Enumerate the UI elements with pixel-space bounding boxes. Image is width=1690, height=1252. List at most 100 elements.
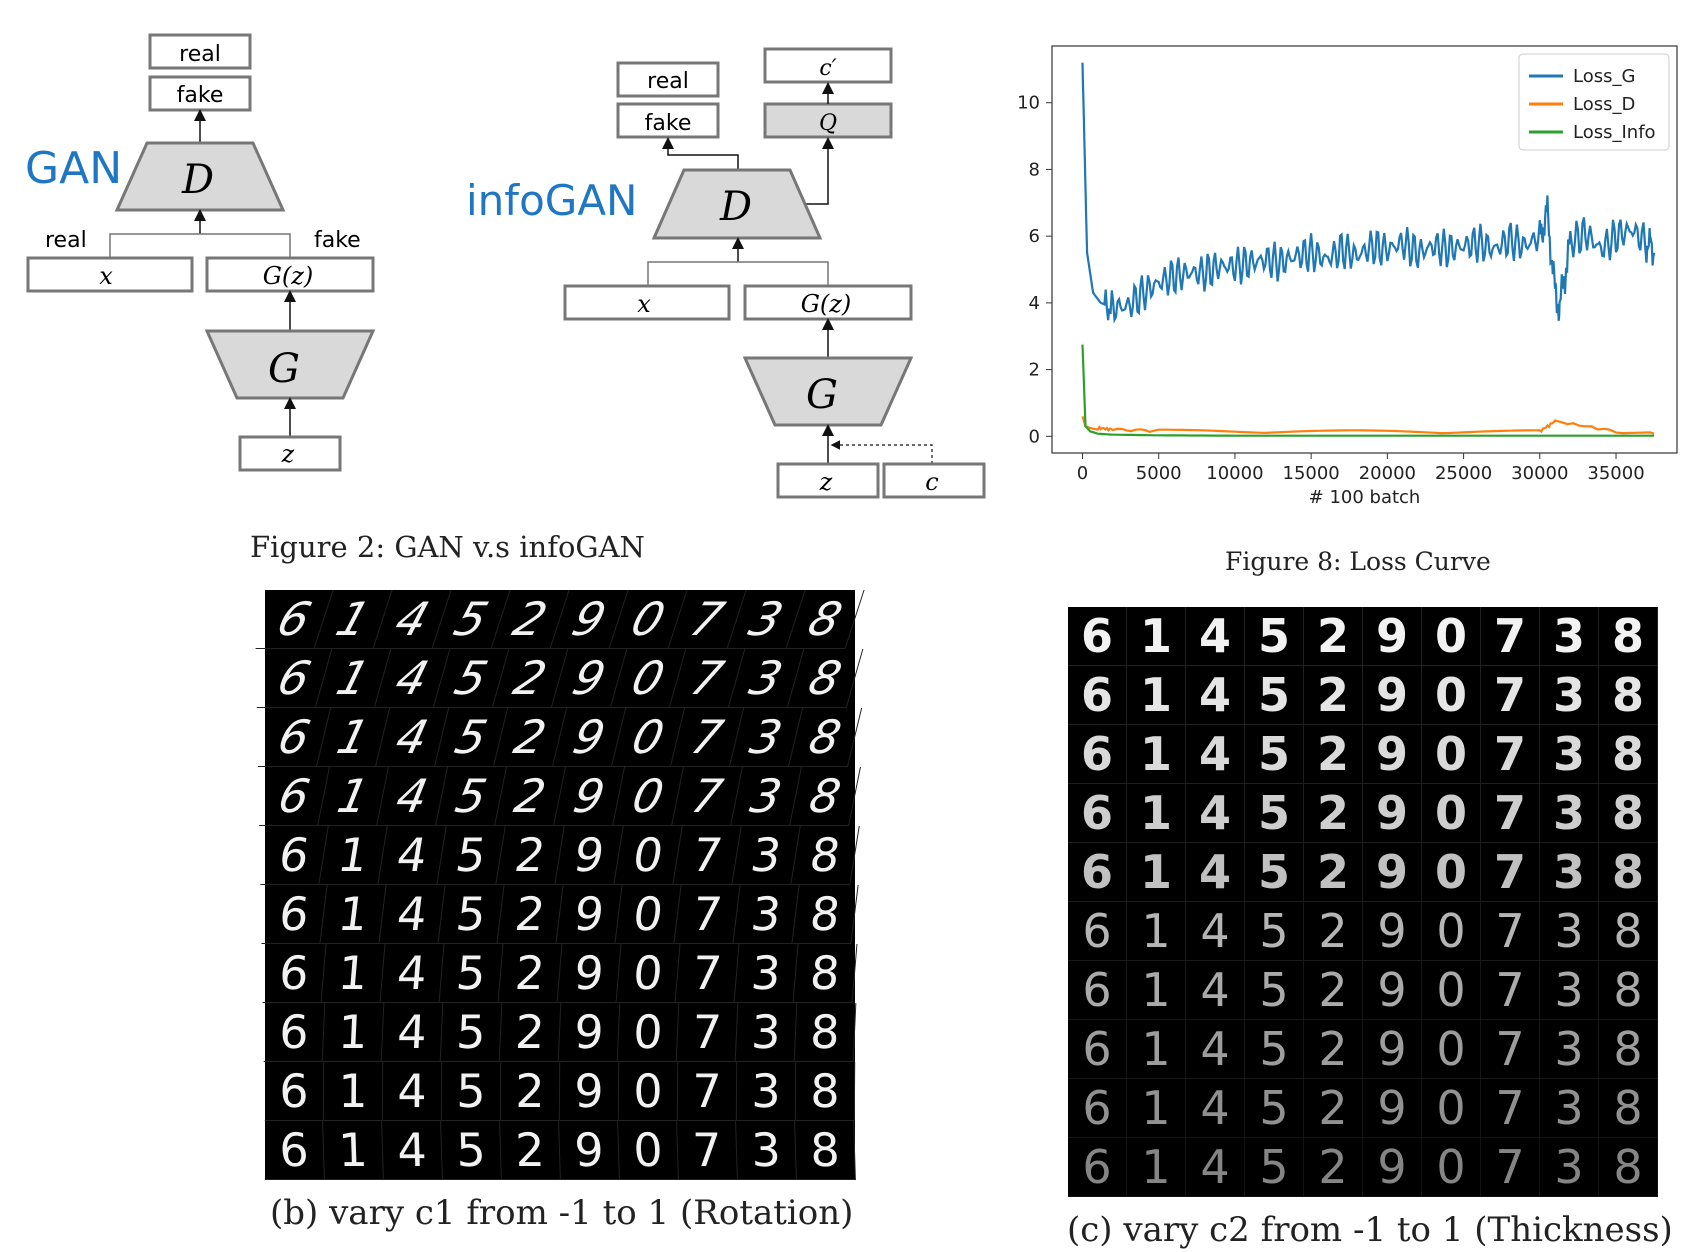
infogan-z-label: z [819,468,833,496]
digit-cell: 8 [788,708,863,767]
digit-cell: 0 [618,1062,679,1121]
digit-cell: 5 [437,826,506,885]
digit-cell: 8 [1599,784,1658,843]
loss-curve-chart: 0 5000 10000 15000 20000 25000 30000 35000 0 2 4 6 8… [1017,45,1678,508]
gan-out-real-box [148,33,252,70]
infogan-out-real-box [616,61,720,98]
digit-cell: 0 [1422,843,1481,902]
digit-cell: 6 [1068,607,1127,666]
x-tick-label: 0 [1077,463,1088,484]
digit-cell: 8 [793,944,858,1003]
digit-cell: 7 [674,885,741,944]
digit-cell: 9 [558,1003,621,1062]
digit-cell: 6 [1068,902,1127,961]
digit-cell: 5 [1245,607,1304,666]
digit-cell: 1 [1127,1079,1186,1138]
fig-c-caption: (c) vary c2 from -1 to 1 (Thickness) [1067,1210,1673,1250]
digit-cell: 6 [1068,961,1127,1020]
digit-cell: 7 [677,1062,738,1121]
digit-cell: 9 [559,1121,620,1180]
digit-cell: 0 [1422,784,1481,843]
digit-cell: 9 [1363,902,1422,961]
digit-cell: 4 [1186,961,1245,1020]
gan-z-box [238,435,342,472]
digit-cell: 2 [500,1062,561,1121]
gan-input-fake-label: fake [314,228,361,253]
digit-cell: 6 [264,1121,325,1180]
digit-cell: 3 [732,826,801,885]
digit-cell: 3 [1540,843,1599,902]
digit-cell: 3 [735,1003,798,1062]
gan-diagram: GAN real fake D real fake x G(z) G z [25,33,376,472]
digit-cell: 9 [1363,725,1422,784]
gan-g-label: G [268,346,300,392]
digit-cell: 1 [320,885,387,944]
y-tick-label: 2 [1029,360,1040,381]
digit-cell: 7 [1481,1020,1540,1079]
infogan-q-label: Q [819,111,837,136]
infogan-cprime-box [763,47,893,84]
gan-gz-label: G(z) [263,262,314,290]
digit-cell: 8 [1599,607,1658,666]
digit-cell: 5 [1245,902,1304,961]
digit-cell: 4 [1186,843,1245,902]
digit-cell: 9 [556,885,623,944]
digit-cell: 9 [1363,607,1422,666]
digit-cell: 7 [1481,784,1540,843]
digit-cell: 6 [261,885,328,944]
digit-cell: 1 [323,1062,384,1121]
digit-cell: 4 [379,885,446,944]
gan-out-fake-label: fake [177,83,224,108]
digit-cell: 0 [1422,666,1481,725]
digit-cell: 8 [1599,666,1658,725]
digit-cell: 8 [1599,1079,1658,1138]
gan-z-label: z [281,440,295,468]
digit-cell: 4 [1186,607,1245,666]
digit-cell: 8 [1599,902,1658,961]
x-tick-label: 10000 [1206,463,1263,484]
digit-cell: 6 [1068,1079,1127,1138]
infogan-c-label: c [925,468,938,496]
gan-title: GAN [25,143,122,194]
digit-cell: 9 [555,826,624,885]
infogan-z-box [776,462,880,499]
digit-cell: 3 [1540,725,1599,784]
digit-cell: 7 [1481,725,1540,784]
digit-cell: 1 [1127,725,1186,784]
y-tick-label: 4 [1029,293,1040,314]
fig2-caption: Figure 2: GAN v.s infoGAN [250,530,645,564]
digit-cell: 4 [381,1003,444,1062]
digit-cell: 3 [1540,1079,1599,1138]
digit-cell: 5 [439,944,504,1003]
digit-cell: 2 [1304,961,1363,1020]
digit-cell: 8 [1599,725,1658,784]
digit-cell: 5 [1245,1020,1304,1079]
digit-cell: 3 [1540,784,1599,843]
gan-discriminator-shape [114,141,286,212]
fig-b-caption: (b) vary c1 from -1 to 1 (Rotation) [270,1193,854,1233]
digit-cell: 6 [1068,843,1127,902]
digit-cell: 8 [791,826,860,885]
digit-cell: 5 [1245,843,1304,902]
series-line-loss-d [1081,415,1655,435]
x-axis-label: # 100 batch [1309,487,1421,508]
digit-cell: 9 [1363,843,1422,902]
digit-cell: 1 [1127,666,1186,725]
digit-cell: 9 [1363,1079,1422,1138]
digit-cell: 3 [1540,666,1599,725]
digit-cell: 5 [441,1062,502,1121]
digit-cell: 3 [733,885,800,944]
infogan-out-fake-box [616,102,720,139]
infogan-x-box [563,284,731,321]
y-tick-label: 6 [1029,226,1040,247]
infogan-c-box [882,462,986,499]
digit-cell: 6 [1068,1138,1127,1197]
digit-cell: 8 [795,1121,856,1180]
digit-cell: 4 [382,1062,443,1121]
digit-cell: 1 [322,1003,385,1062]
digit-cell: 1 [1127,902,1186,961]
digit-cell: 8 [792,885,859,944]
digit-cell: 2 [1304,902,1363,961]
digit-cell: 9 [1363,1020,1422,1079]
